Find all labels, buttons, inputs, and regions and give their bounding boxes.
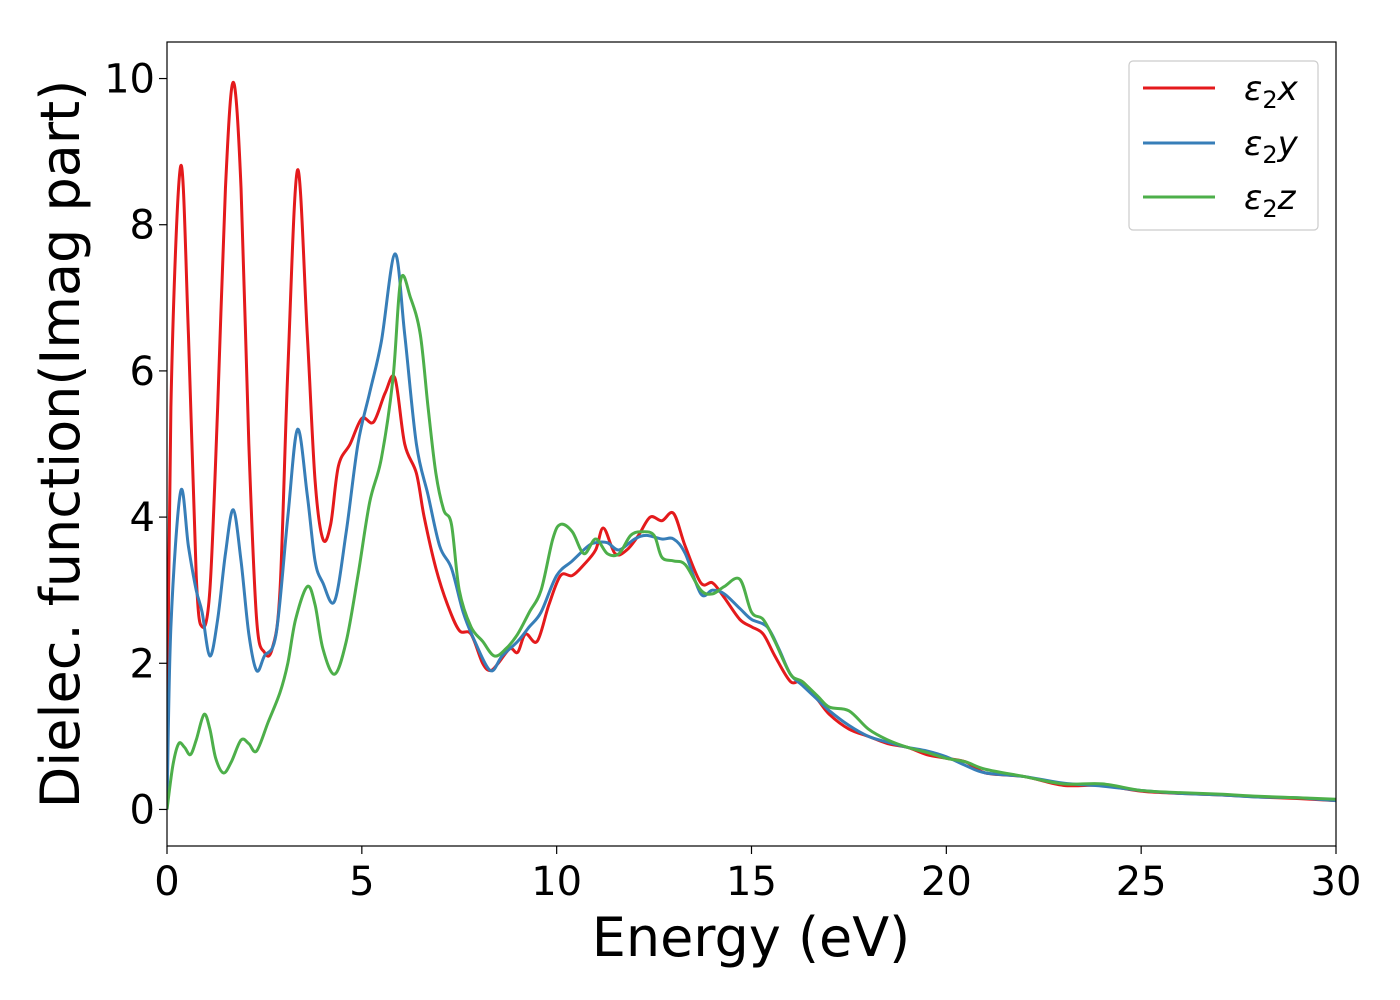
x-tick-label: 30 bbox=[1311, 859, 1362, 905]
series-layer bbox=[167, 80, 1336, 810]
y-tick-label: 0 bbox=[130, 787, 155, 833]
legend-label-x-main: ε bbox=[1244, 69, 1262, 109]
y-tick-label: 2 bbox=[130, 641, 155, 687]
x-tick-label: 5 bbox=[349, 859, 374, 905]
y-axis-title: Dielec. function(Imag part) bbox=[29, 80, 92, 809]
legend-label-y-suffix: y bbox=[1277, 124, 1299, 164]
legend-label-x-suffix: x bbox=[1277, 69, 1299, 109]
legend-box bbox=[1128, 60, 1319, 231]
x-tick-label: 0 bbox=[154, 859, 179, 905]
y-tick-label: 4 bbox=[130, 495, 155, 541]
x-axis-title: Energy (eV) bbox=[592, 906, 911, 969]
legend-label-x-sub: 2 bbox=[1262, 86, 1277, 114]
legend: ε2x ε2y ε2z bbox=[1128, 60, 1319, 231]
legend-label-x: ε2x bbox=[1244, 69, 1299, 114]
y-tick-label: 8 bbox=[130, 203, 155, 249]
ticks-layer: 0 5 10 15 20 25 30 0 2 4 6 8 10 bbox=[104, 57, 1361, 905]
x-tick-label: 20 bbox=[921, 859, 972, 905]
legend-label-y-sub: 2 bbox=[1262, 141, 1277, 169]
legend-label-z: ε2z bbox=[1244, 178, 1297, 223]
series-line-eps2z bbox=[167, 273, 1336, 810]
legend-label-y: ε2y bbox=[1244, 124, 1299, 169]
legend-label-z-main: ε bbox=[1244, 178, 1262, 218]
y-tick-label: 10 bbox=[104, 57, 155, 103]
x-tick-label: 15 bbox=[726, 859, 777, 905]
legend-label-y-main: ε bbox=[1244, 124, 1262, 164]
legend-label-z-suffix: z bbox=[1277, 178, 1297, 218]
x-tick-label: 25 bbox=[1116, 859, 1167, 905]
y-tick-label: 6 bbox=[130, 349, 155, 395]
legend-label-z-sub: 2 bbox=[1262, 195, 1277, 223]
x-tick-label: 10 bbox=[531, 859, 582, 905]
